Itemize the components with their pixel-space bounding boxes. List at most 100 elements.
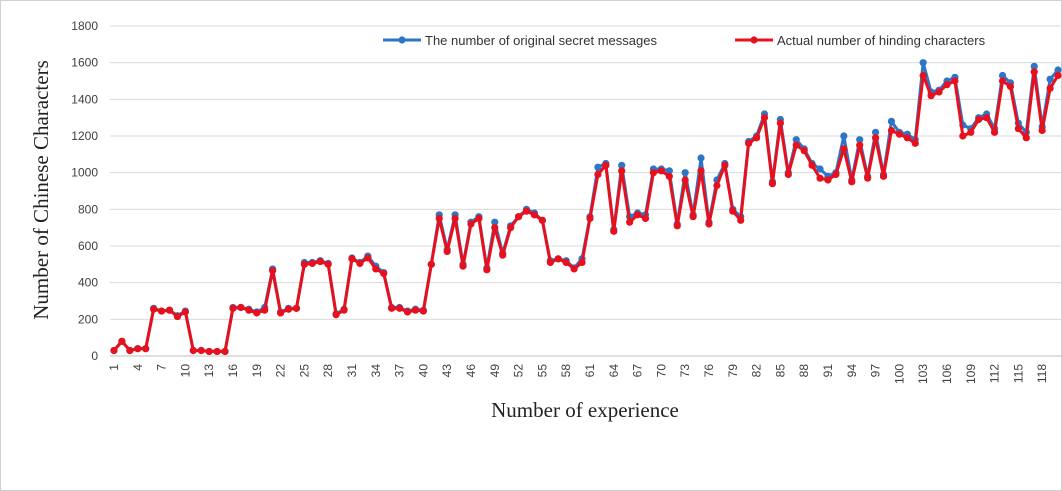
x-tick-label: 112 <box>988 364 1002 383</box>
data-point <box>768 180 777 188</box>
data-point <box>499 251 507 259</box>
data-point <box>594 163 602 171</box>
y-tick-label: 1000 <box>71 166 98 180</box>
data-point <box>427 260 435 268</box>
data-point <box>697 167 705 175</box>
x-tick-label: 67 <box>631 364 645 378</box>
x-tick-label: 94 <box>845 364 859 378</box>
data-point <box>824 176 832 184</box>
data-point <box>522 207 531 215</box>
data-point <box>903 134 911 142</box>
data-point <box>157 307 166 315</box>
data-point <box>483 266 491 274</box>
data-point <box>633 211 642 219</box>
x-tick-label: 10 <box>178 364 192 378</box>
data-point <box>935 88 943 96</box>
data-point <box>784 170 792 179</box>
data-point <box>245 306 253 314</box>
x-tick-label: 52 <box>512 364 526 378</box>
data-point <box>1030 62 1038 70</box>
data-point <box>419 307 427 315</box>
data-point <box>221 347 229 356</box>
data-point <box>118 337 126 345</box>
data-point <box>253 309 261 317</box>
data-point <box>546 258 554 267</box>
data-point <box>951 77 959 85</box>
data-point <box>459 262 467 270</box>
x-tick-label: 31 <box>345 364 359 378</box>
data-point <box>990 128 999 136</box>
data-point <box>610 227 618 235</box>
data-point <box>332 311 340 319</box>
data-point <box>895 130 903 138</box>
y-tick-label: 1200 <box>71 129 98 143</box>
data-point <box>142 345 150 353</box>
data-point <box>1006 82 1015 91</box>
x-tick-label: 85 <box>773 364 787 378</box>
data-point <box>514 213 523 221</box>
data-point <box>372 265 380 273</box>
data-point <box>840 132 848 140</box>
legend-label: Actual number of hinding characters <box>777 33 986 48</box>
data-point <box>507 224 515 232</box>
data-point <box>1046 84 1054 92</box>
data-point <box>887 126 896 135</box>
data-point <box>364 254 372 262</box>
x-tick-label: 109 <box>964 364 978 384</box>
x-tick-label: 73 <box>678 364 692 378</box>
y-tick-label: 800 <box>78 202 98 216</box>
data-point <box>975 115 983 124</box>
data-point <box>840 145 848 153</box>
data-point <box>1054 66 1062 74</box>
data-point <box>856 136 864 144</box>
data-point <box>983 114 991 122</box>
data-point <box>998 71 1007 80</box>
legend-marker <box>398 36 406 44</box>
data-point <box>1014 125 1022 133</box>
data-point <box>919 71 927 80</box>
data-point <box>570 265 578 273</box>
x-tick-label: 22 <box>274 364 288 378</box>
data-point <box>395 304 404 312</box>
data-point <box>411 306 420 314</box>
data-point <box>435 214 443 223</box>
x-tick-label: 76 <box>702 364 716 378</box>
x-tick-label: 28 <box>321 364 335 378</box>
x-tick-label: 19 <box>250 364 264 378</box>
data-point <box>887 117 896 125</box>
x-tick-label: 58 <box>559 364 573 378</box>
y-tick-label: 400 <box>78 276 98 290</box>
data-point <box>491 224 499 232</box>
data-point <box>276 309 285 317</box>
x-tick-label: 118 <box>1035 364 1049 383</box>
y-tick-label: 200 <box>78 312 98 326</box>
data-point <box>871 128 880 136</box>
data-point <box>213 347 221 356</box>
data-point <box>721 161 729 169</box>
data-point <box>792 141 800 149</box>
y-tick-label: 1600 <box>71 56 98 70</box>
data-point <box>173 312 182 321</box>
data-point <box>300 260 308 268</box>
data-point <box>618 167 626 175</box>
x-tick-label: 82 <box>750 364 764 378</box>
data-point <box>776 119 784 127</box>
data-point <box>689 213 697 221</box>
x-tick-label: 79 <box>726 364 740 378</box>
x-axis-title: Number of experience <box>491 398 679 422</box>
data-point <box>237 303 245 312</box>
data-point <box>673 222 681 230</box>
x-tick-label: 55 <box>535 364 549 378</box>
x-tick-label: 61 <box>583 364 597 378</box>
data-point <box>864 174 872 182</box>
data-point <box>403 308 412 316</box>
data-point <box>943 81 951 89</box>
data-point <box>760 114 769 122</box>
data-point <box>729 207 737 215</box>
data-point <box>800 147 808 155</box>
data-point <box>871 134 880 142</box>
data-point <box>586 214 594 223</box>
y-tick-label: 0 <box>91 349 98 363</box>
data-point <box>1022 134 1030 142</box>
